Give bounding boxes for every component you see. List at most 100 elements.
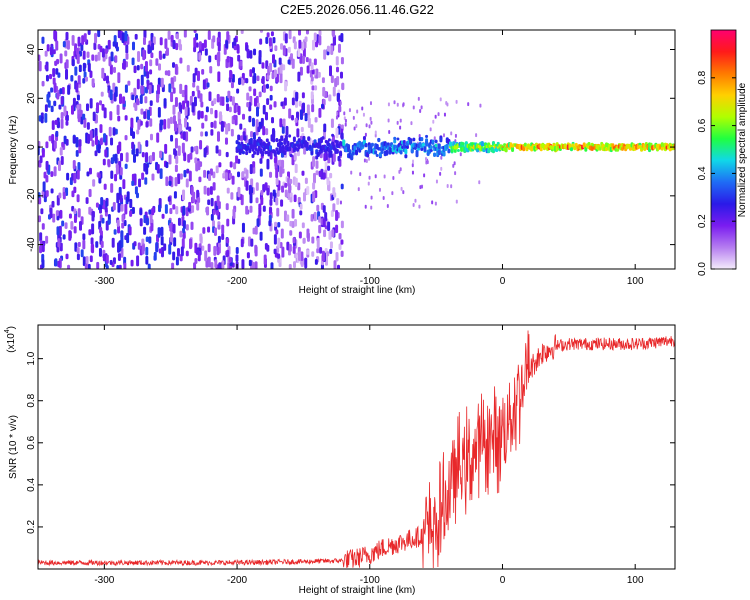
spectrogram-y-tick-label: -20 [26,188,37,203]
spectrogram-cell [39,232,43,242]
spectrogram-cell [287,192,291,201]
spectrogram-cell [38,54,41,62]
spectrogram-cell [122,179,126,190]
spectrogram-x-ticks: -300 -200 -100 0 100 [94,30,644,287]
spectrogram-cell [87,30,91,36]
spectrogram-cell [226,31,230,41]
colorbar-scale [710,29,737,270]
spectrogram-cell [305,57,309,63]
spectrogram-cell [207,243,211,253]
spectrogram-cell [133,241,137,247]
spectrogram-cell [143,30,147,37]
spectrogram-cell [280,135,284,142]
spectrogram-cell [104,48,108,55]
spectrogram-cell [331,229,335,238]
spectrogram-cell [179,230,183,238]
spectrogram-cell [282,45,286,56]
spectrogram-cell [159,150,163,159]
spectrogram-cell [273,157,277,164]
spectrogram-cell [281,246,285,258]
spectrogram-cell [149,59,153,67]
spectrogram-cell [88,229,92,236]
spectrogram-cell [440,155,443,160]
spectrogram-cell [143,111,147,120]
spectrogram-cell [467,102,470,107]
spectrogram-cell [143,162,147,172]
spectrogram-cell [287,59,291,65]
spectrogram-cell [318,35,322,46]
snr-frame [37,324,676,570]
spectrogram-cell [273,69,277,78]
spectrogram-cell [130,259,134,267]
spectrogram-cell [217,224,221,230]
spectrogram-cell [84,76,88,82]
spectrogram-cell [99,124,103,134]
spectrogram-cell [76,53,80,65]
spectrogram-cell [284,189,288,198]
spectrogram-cell [89,98,93,109]
spectrogram-cell [55,130,59,137]
spectrogram-cell [57,260,61,268]
spectrogram-cell [272,137,276,143]
spectrogram-cell [329,145,333,151]
spectrogram-cell [340,33,344,43]
spectrogram-cell [305,30,309,35]
spectrogram-cell [210,197,214,207]
spectrogram-cell [300,126,304,133]
spectrogram-cell [131,180,135,187]
spectrogram-cell [249,50,253,59]
spectrogram-cell [293,194,297,203]
spectrogram-cell [209,66,213,74]
spectrogram-cell [241,171,245,178]
spectrogram-cell [170,134,174,142]
spectrogram-cell [140,108,144,115]
spectrogram-cell [293,261,297,269]
spectrogram-cell [387,118,390,123]
spectrogram-cell [96,102,100,113]
spectrogram-cell [455,99,458,104]
spectrogram-cell [55,40,59,51]
spectrogram-cell [112,82,116,93]
spectrogram-cell [72,135,76,144]
spectrogram-cell [478,180,481,185]
spectrogram-cell [185,131,189,142]
spectrogram-cell [328,230,332,240]
spectrogram-cell [382,196,385,201]
spectrogram-cell [145,246,149,256]
spectrogram-cell [254,246,258,257]
spectrogram-cell [38,192,41,198]
spectrogram-cell [213,120,217,129]
spectrogram-cell [78,145,82,154]
spectrogram-cell [298,100,302,107]
spectrogram-cell [118,264,122,269]
spectrogram-cell [169,208,173,215]
spectrogram-cell [569,147,573,152]
spectrogram-cell [77,75,81,85]
spectrogram-cell [73,215,77,224]
spectrogram-cell [411,170,414,175]
spectrogram-cell [253,73,257,84]
spectrogram-cell [316,248,320,254]
spectrogram-cell [62,41,66,48]
spectrogram-cell [330,75,334,84]
spectrogram-cell [253,97,257,107]
spectrogram-cell [131,141,135,150]
spectrogram-cell [523,142,527,147]
spectrogram-cell [364,132,367,137]
spectrogram-cell [280,101,284,107]
spectrogram-cell [292,245,296,254]
spectrogram-cell [326,251,330,257]
spectrogram-cell [209,168,213,176]
spectrogram-cell [116,219,120,227]
spectrogram-cell [248,259,252,267]
spectrogram-cell [159,119,163,131]
spectrogram-cell [404,154,408,159]
spectrogram-cell [94,135,98,146]
spectrogram-cell [201,122,205,129]
spectrogram-cell [138,178,142,188]
spectrogram-cell [386,204,389,209]
spectrogram-cell [196,70,200,82]
spectrogram-cell [268,220,272,227]
spectrogram-cell [329,248,333,254]
snr-y-tick-label: 0.4 [26,477,37,491]
